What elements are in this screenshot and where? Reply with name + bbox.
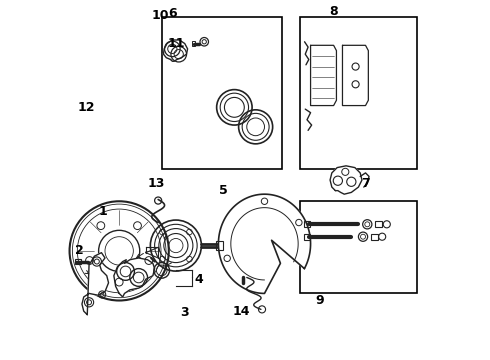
Bar (371, 234, 378, 239)
Polygon shape (330, 166, 362, 194)
Bar (75, 259, 80, 264)
Text: 9: 9 (315, 294, 324, 307)
Polygon shape (219, 194, 311, 293)
Text: 2: 2 (75, 244, 83, 257)
Text: 7: 7 (361, 177, 370, 190)
Polygon shape (311, 45, 337, 105)
Bar (300, 17, 417, 169)
Text: 1: 1 (99, 206, 108, 219)
Text: 5: 5 (220, 184, 228, 197)
Bar (162, 17, 282, 169)
Text: 4: 4 (195, 273, 203, 286)
Text: 10: 10 (151, 9, 169, 22)
Text: 13: 13 (147, 177, 165, 190)
Polygon shape (114, 258, 155, 297)
Polygon shape (164, 40, 188, 61)
Bar (192, 41, 196, 46)
Bar (375, 221, 382, 227)
Bar (300, 201, 417, 293)
Text: 14: 14 (233, 305, 250, 318)
Text: 8: 8 (329, 5, 338, 18)
Polygon shape (82, 253, 109, 315)
Text: 3: 3 (180, 306, 189, 319)
Text: 6: 6 (168, 7, 177, 20)
Bar (216, 241, 223, 250)
Bar (304, 234, 310, 239)
Bar (304, 221, 310, 227)
Text: 12: 12 (77, 101, 95, 114)
Text: 11: 11 (167, 37, 185, 50)
Polygon shape (343, 45, 368, 105)
